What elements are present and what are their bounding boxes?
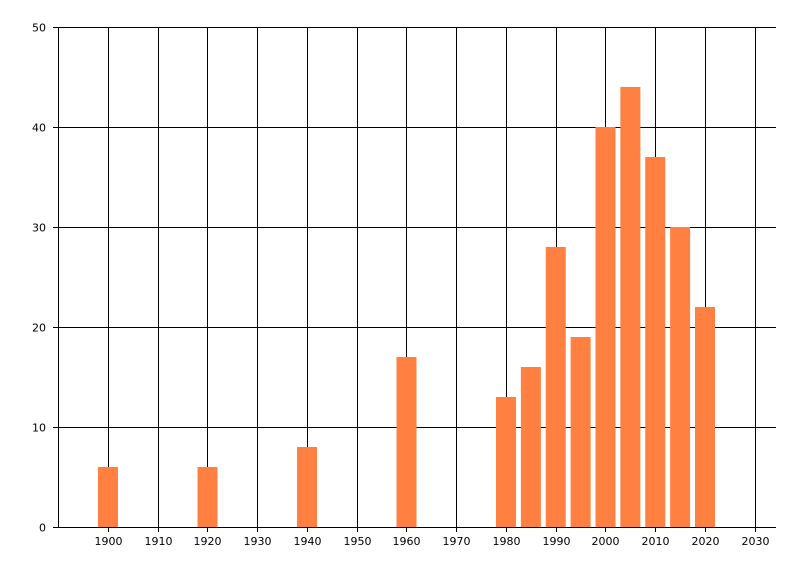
x-tick-label: 1960 <box>393 535 421 548</box>
grid-lines <box>58 27 776 528</box>
bars <box>98 87 715 527</box>
bar-2015 <box>670 227 691 527</box>
x-tick-label: 1950 <box>344 535 372 548</box>
y-tick-label: 40 <box>32 122 46 135</box>
x-tick-label: 1930 <box>244 535 272 548</box>
x-tick-label: 1900 <box>95 535 123 548</box>
bar-1995 <box>570 337 591 527</box>
bar-2005 <box>620 87 641 527</box>
tick-labels: 1900 1910 1920 1930 1940 1950 1960 1970 1980 1990… <box>32 22 770 549</box>
x-tick-label: 2000 <box>592 535 620 548</box>
x-tick-label: 1970 <box>443 535 471 548</box>
x-tick-label: 2010 <box>642 535 670 548</box>
x-tick-label: 1940 <box>294 535 322 548</box>
bar-1920 <box>197 467 218 527</box>
bar-1980 <box>496 397 516 527</box>
bar-1985 <box>520 367 541 527</box>
bar-1960 <box>396 357 417 527</box>
bar-1900 <box>98 467 118 527</box>
bar-1990 <box>545 247 566 527</box>
y-tick-label: 0 <box>39 522 46 535</box>
x-tick-label: 2020 <box>692 535 720 548</box>
axes <box>53 27 776 532</box>
x-tick-label: 1990 <box>543 535 571 548</box>
y-tick-label: 50 <box>32 22 46 35</box>
y-tick-label: 10 <box>32 422 46 435</box>
x-tick-label: 1980 <box>493 535 521 548</box>
bar-2010 <box>645 157 666 527</box>
x-tick-label: 2030 <box>742 535 770 548</box>
y-tick-label: 30 <box>32 222 46 235</box>
y-tick-label: 20 <box>32 322 46 335</box>
bar-2000 <box>595 127 616 527</box>
bar-2020 <box>695 307 715 527</box>
bar-1940 <box>297 447 317 527</box>
x-tick-label: 1910 <box>145 535 173 548</box>
x-tick-label: 1920 <box>194 535 222 548</box>
